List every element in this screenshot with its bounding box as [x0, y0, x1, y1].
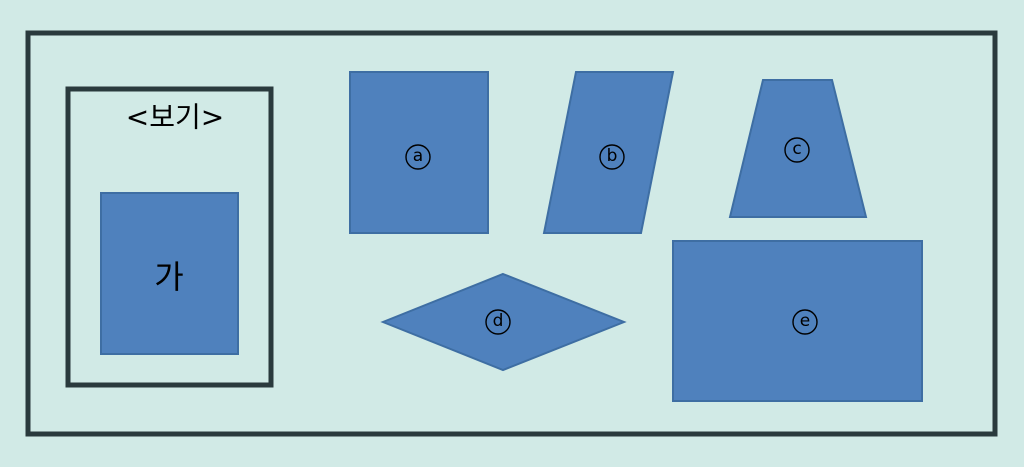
- shape-d: d: [380, 272, 627, 372]
- shape-e: e: [672, 240, 923, 402]
- reference-shape-ga: [100, 192, 239, 355]
- shape-a-rectangle: [349, 71, 489, 234]
- shape-c: c: [728, 79, 868, 218]
- shape-b-label-circle: [599, 144, 625, 170]
- outer-frame: [25, 30, 998, 437]
- shape-d-rhombus: [380, 272, 627, 372]
- shape-b-parallelogram: [542, 71, 675, 234]
- shape-b: b: [542, 71, 675, 234]
- shape-b-label: b: [607, 146, 618, 166]
- shape-e-label: e: [800, 311, 810, 331]
- shape-e-label-circle: [792, 309, 818, 335]
- bogi-box: <보기> 가: [65, 86, 274, 388]
- shape-c-trapezoid: [728, 79, 868, 218]
- shape-d-label: d: [493, 311, 504, 331]
- shape-d-label-circle: [485, 309, 511, 335]
- shape-a-label: a: [413, 146, 423, 166]
- bogi-frame: [65, 86, 274, 388]
- shape-a: a: [349, 71, 489, 234]
- bogi-title: <보기>: [126, 101, 224, 134]
- shape-e-rectangle: [672, 240, 923, 402]
- shape-c-label: c: [792, 139, 801, 159]
- shape-c-label-circle: [784, 137, 810, 163]
- reference-shape-label: 가: [154, 258, 183, 296]
- shape-a-label-circle: [405, 144, 431, 170]
